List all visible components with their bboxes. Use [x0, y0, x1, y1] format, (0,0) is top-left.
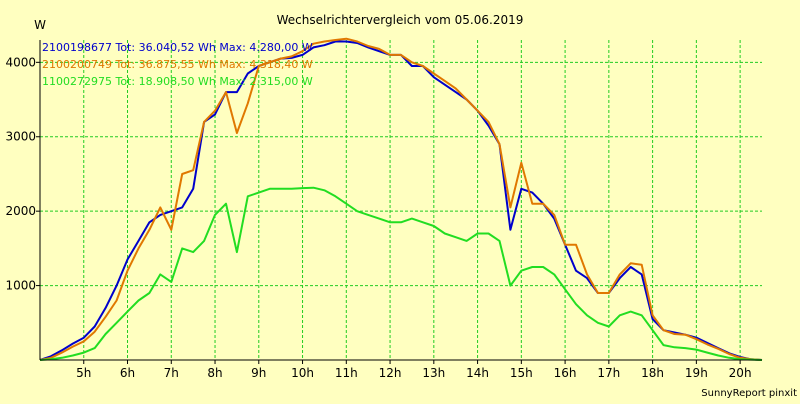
y-tick-label: 3000: [5, 130, 36, 144]
chart-title: Wechselrichtervergleich vom 05.06.2019: [277, 13, 524, 27]
x-tick-label: 18h: [641, 366, 664, 380]
x-tick-label: 14h: [466, 366, 489, 380]
chart-footer: SunnyReport pinxit: [701, 388, 797, 399]
x-tick-label: 5h: [76, 366, 91, 380]
y-axis-unit-label: W: [34, 18, 46, 32]
x-tick-label: 19h: [685, 366, 708, 380]
x-tick-label: 10h: [291, 366, 314, 380]
x-tick-label: 17h: [597, 366, 620, 380]
x-tick-label: 15h: [510, 366, 533, 380]
x-tick-label: 9h: [251, 366, 266, 380]
x-tick-label: 13h: [422, 366, 445, 380]
legend-entry: 2100198677 Tot: 36.040,52 Wh Max: 4.280,…: [42, 41, 313, 54]
axis-layer: 5h 6h 7h 8h 9h 10h 11h 12h 13h 14h 15h 16h 17h 18h 19h…: [5, 40, 762, 380]
series-line: [39, 186, 763, 361]
legend-entry: 2100200749 Tot: 36.875,55 Wh Max: 4.318,…: [42, 58, 313, 71]
x-tick-label: 7h: [164, 366, 179, 380]
x-tick-label: 16h: [554, 366, 577, 380]
grid-layer: [40, 40, 762, 360]
series-layer: [39, 37, 763, 361]
x-tick-label: 8h: [207, 366, 222, 380]
y-tick-label: 1000: [5, 279, 36, 293]
x-tick-label: 11h: [335, 366, 358, 380]
x-tick-label: 6h: [120, 366, 135, 380]
series-line: [39, 37, 763, 361]
series-line: [39, 40, 763, 361]
y-tick-label: 2000: [5, 204, 36, 218]
legend-entry: 1100272975 Tot: 18.908,50 Wh Max: 2.315,…: [42, 75, 313, 88]
y-tick-label: 4000: [5, 55, 36, 69]
legend: 2100198677 Tot: 36.040,52 Wh Max: 4.280,…: [42, 41, 313, 88]
x-tick-label: 12h: [379, 366, 402, 380]
x-tick-label: 20h: [729, 366, 752, 380]
